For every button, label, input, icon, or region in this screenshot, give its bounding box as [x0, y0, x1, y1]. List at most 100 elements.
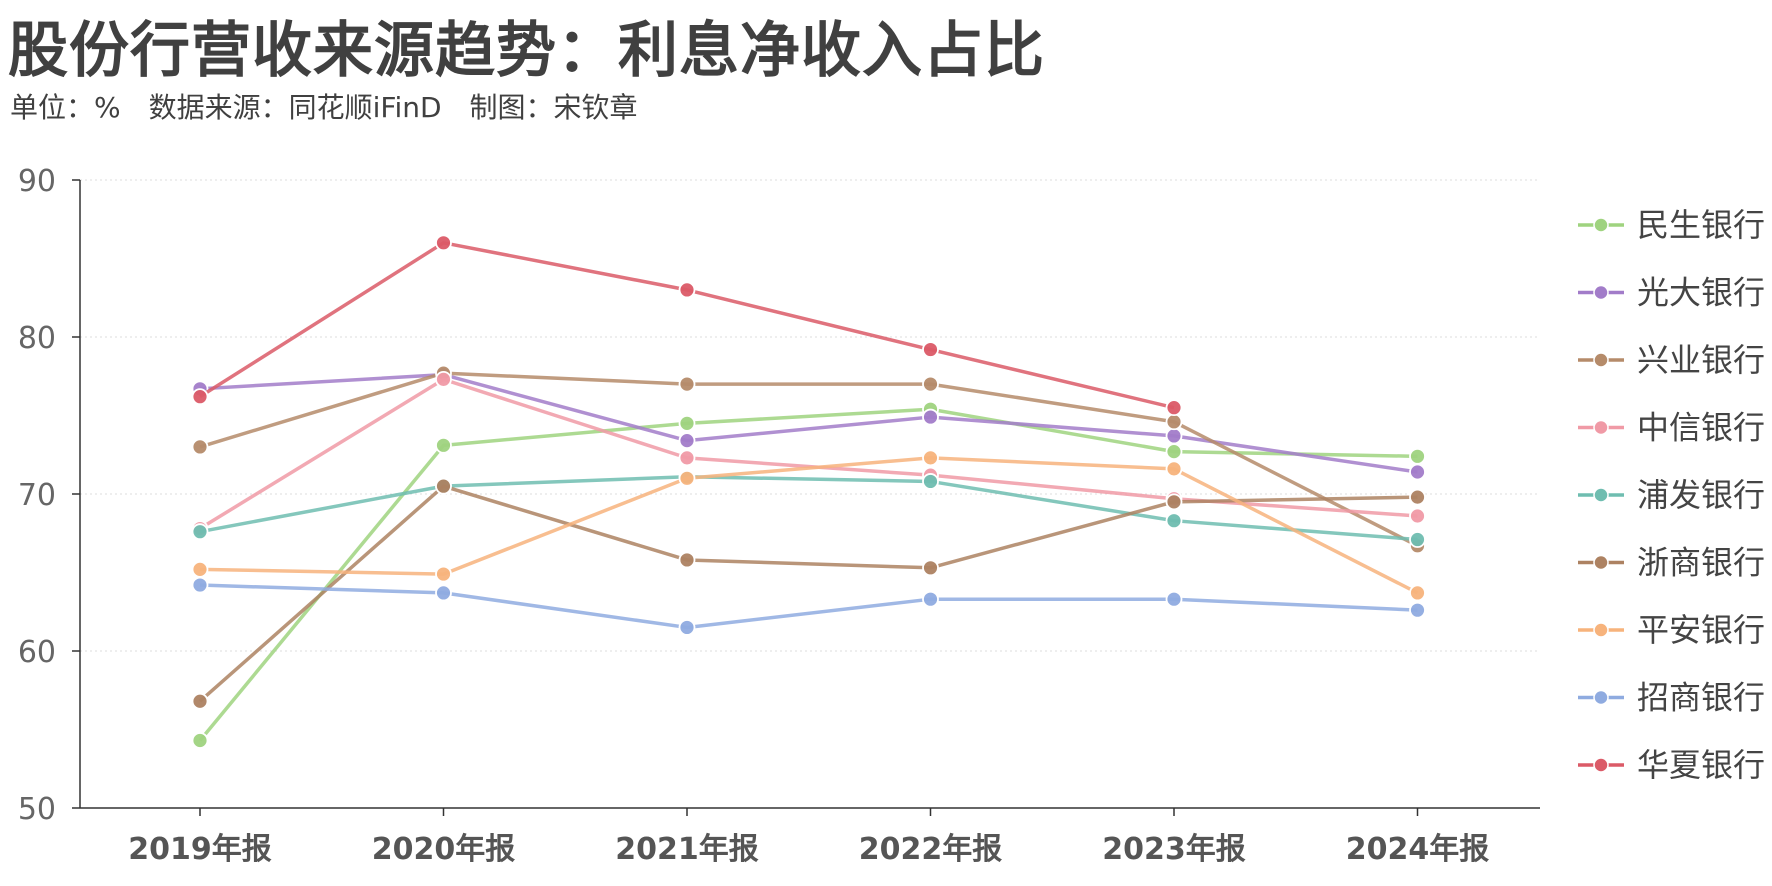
legend-label: 光大银行	[1637, 274, 1765, 312]
legend-item: 民生银行	[1578, 206, 1765, 244]
series-line	[199, 474, 1418, 542]
legend-marker	[1593, 554, 1609, 571]
legend-item: 中信银行	[1578, 409, 1765, 447]
data-point	[678, 449, 696, 467]
series-3	[191, 364, 1426, 555]
series-7	[191, 449, 1426, 602]
legend-marker	[1593, 689, 1609, 706]
data-point	[922, 341, 939, 358]
data-point	[191, 438, 209, 456]
data-point	[678, 375, 696, 393]
data-point	[1165, 460, 1183, 478]
data-point	[678, 619, 696, 636]
data-point	[1409, 601, 1426, 619]
data-point	[678, 414, 696, 432]
x-tick-label: 2020年报	[372, 832, 516, 867]
x-tick-label: 2022年报	[859, 832, 1003, 867]
legend-marker	[1593, 487, 1609, 503]
data-point	[1409, 507, 1426, 525]
gridlines	[80, 179, 1540, 652]
series-line	[199, 583, 1418, 630]
data-point	[678, 469, 696, 487]
legend-item: 兴业银行	[1578, 341, 1765, 379]
x-tick-label: 2021年报	[615, 832, 759, 867]
data-point	[435, 234, 452, 252]
legend-marker	[1593, 352, 1609, 368]
data-point	[1165, 399, 1183, 417]
series-5	[191, 468, 1426, 548]
chart-title: 股份行营收来源趋势：利息净收入占比	[8, 16, 1045, 86]
axes: 50 60 70 80 90 2019年报 2020年报 2021年报 2022年报 2023年报…	[18, 164, 1540, 867]
data-point	[1409, 584, 1426, 602]
y-tick-label: 80	[18, 321, 56, 356]
data-point	[191, 692, 209, 710]
legend-label: 中信银行	[1637, 409, 1765, 447]
legend-label: 浦发银行	[1637, 476, 1765, 514]
data-point	[191, 523, 209, 541]
series-line	[199, 372, 1418, 474]
data-point	[678, 551, 696, 569]
data-point	[1165, 427, 1183, 445]
data-point	[922, 559, 939, 577]
data-point	[1165, 590, 1183, 608]
data-point	[1409, 531, 1426, 548]
data-point	[1165, 443, 1183, 461]
data-point	[922, 590, 939, 608]
data-point	[191, 576, 209, 594]
series-9	[191, 234, 1183, 417]
data-point	[922, 473, 939, 490]
data-point	[435, 436, 452, 454]
legend-marker	[1593, 622, 1609, 638]
y-tick-label: 90	[18, 164, 56, 199]
legend-item: 浦发银行	[1578, 476, 1765, 514]
data-point	[1409, 488, 1426, 506]
legend-label: 招商银行	[1637, 679, 1765, 717]
data-point	[678, 281, 696, 299]
series-line	[199, 371, 1419, 548]
legend-item: 招商银行	[1578, 679, 1765, 717]
legend-marker	[1593, 757, 1609, 773]
x-tick-label: 2023年报	[1102, 832, 1246, 867]
y-tick-label: 50	[18, 792, 56, 827]
data-point	[1165, 413, 1183, 431]
legend-item: 浙商银行	[1578, 544, 1765, 582]
legend-marker	[1593, 217, 1609, 233]
data-point	[191, 732, 209, 749]
y-tick-label: 70	[18, 478, 56, 513]
legend-label: 民生银行	[1637, 206, 1765, 244]
legend-marker	[1593, 284, 1609, 301]
data-point	[1165, 512, 1183, 530]
data-point	[1409, 463, 1426, 481]
series-line	[198, 484, 1418, 703]
data-point	[435, 370, 452, 388]
data-point	[191, 560, 209, 578]
legend-label: 兴业银行	[1637, 341, 1765, 379]
data-point	[922, 449, 939, 467]
data-point	[678, 432, 696, 450]
legend-label: 平安银行	[1637, 611, 1765, 649]
data-point	[435, 565, 452, 583]
x-tick-label: 2019年报	[128, 832, 272, 867]
legend-item: 平安银行	[1578, 611, 1765, 649]
series-lines	[191, 234, 1426, 749]
data-point	[1409, 447, 1426, 465]
series-line	[199, 456, 1419, 595]
legend-label: 浙商银行	[1637, 544, 1765, 582]
chart-subtitle: 单位：% 数据来源：同花顺iFinD 制图：宋钦章	[10, 91, 638, 124]
data-point	[1165, 493, 1183, 511]
legend-marker	[1593, 419, 1609, 436]
y-tick-label: 60	[18, 635, 56, 670]
data-point	[191, 388, 209, 406]
legend-label: 华夏银行	[1637, 746, 1765, 784]
data-point	[922, 375, 939, 393]
data-point	[435, 584, 452, 602]
series-8	[191, 576, 1426, 636]
data-point	[435, 477, 452, 495]
data-point	[922, 408, 939, 426]
legend-item: 光大银行	[1578, 274, 1765, 312]
x-tick-label: 2024年报	[1346, 832, 1490, 867]
legend-item: 华夏银行	[1578, 746, 1765, 784]
series-6	[191, 477, 1426, 710]
